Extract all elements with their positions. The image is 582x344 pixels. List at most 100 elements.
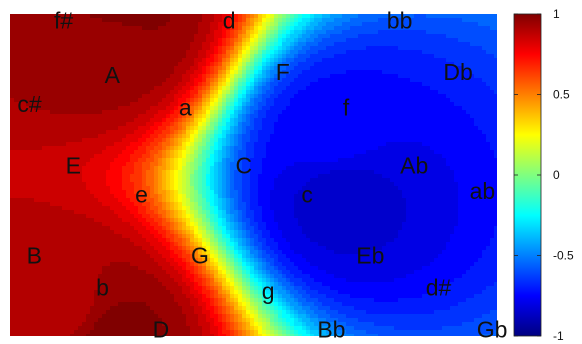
heatmap-cell (394, 30, 399, 35)
heatmap-cell (138, 82, 143, 87)
heatmap-cell (330, 166, 335, 171)
heatmap-cell (70, 126, 75, 131)
heatmap-cell (462, 106, 467, 111)
heatmap-cell (242, 22, 247, 27)
heatmap-cell (290, 106, 295, 111)
heatmap-cell (438, 26, 443, 31)
heatmap-cell (246, 118, 251, 123)
heatmap-cell (250, 162, 255, 167)
heatmap-cell (110, 62, 115, 67)
heatmap-cell (206, 98, 211, 103)
heatmap-cell (242, 66, 247, 71)
heatmap-cell (58, 86, 63, 91)
heatmap-cell (386, 166, 391, 171)
heatmap-cell (250, 86, 255, 91)
heatmap-cell (62, 42, 67, 47)
heatmap-cell (154, 50, 159, 55)
heatmap-cell (354, 134, 359, 139)
heatmap-cell (358, 22, 363, 27)
heatmap-cell (214, 174, 219, 179)
heatmap-cell (318, 74, 323, 79)
heatmap-cell (42, 54, 47, 59)
heatmap-cell (90, 162, 95, 167)
heatmap-cell (318, 78, 323, 83)
heatmap-cell (14, 38, 19, 43)
heatmap-cell (62, 158, 67, 163)
heatmap-cell (402, 86, 407, 91)
heatmap-cell (342, 130, 347, 135)
heatmap-cell (302, 170, 307, 175)
heatmap-cell (226, 58, 231, 63)
heatmap-cell (310, 146, 315, 151)
heatmap-cell (446, 118, 451, 123)
heatmap-cell (450, 122, 455, 127)
heatmap-cell (210, 94, 215, 99)
heatmap-cell (78, 86, 83, 91)
heatmap-cell (254, 94, 259, 99)
heatmap-cell (58, 22, 63, 27)
heatmap-cell (450, 118, 455, 123)
heatmap-cell (294, 18, 299, 23)
heatmap-cell (290, 50, 295, 55)
heatmap-cell (238, 150, 243, 155)
heatmap-cell (38, 54, 43, 59)
heatmap-cell (198, 38, 203, 43)
heatmap-cell (322, 34, 327, 39)
heatmap-cell (374, 50, 379, 55)
heatmap-cell (486, 26, 491, 31)
heatmap-cell (46, 82, 51, 87)
heatmap-cell (166, 162, 171, 167)
heatmap-cell (490, 14, 495, 19)
heatmap-cell (106, 126, 111, 131)
heatmap-cell (278, 58, 283, 63)
heatmap-cell (50, 50, 55, 55)
heatmap-cell (354, 130, 359, 135)
heatmap-cell (218, 14, 223, 19)
heatmap-cell (338, 130, 343, 135)
heatmap-cell (206, 86, 211, 91)
heatmap-cell (226, 142, 231, 147)
heatmap-cell (270, 62, 275, 67)
heatmap-cell (398, 82, 403, 87)
heatmap-cell (386, 126, 391, 131)
heatmap-cell (30, 154, 35, 159)
heatmap-cell (270, 138, 275, 143)
heatmap-cell (410, 78, 415, 83)
heatmap-cell (426, 86, 431, 91)
heatmap-cell (238, 86, 243, 91)
heatmap-cell (254, 150, 259, 155)
heatmap-cell (38, 134, 43, 139)
heatmap-cell (82, 114, 87, 119)
heatmap-cell (170, 86, 175, 91)
heatmap-cell (50, 90, 55, 95)
heatmap-cell (454, 38, 459, 43)
heatmap-cell (150, 110, 155, 115)
heatmap-cell (106, 90, 111, 95)
heatmap-cell (334, 26, 339, 31)
heatmap-cell (146, 86, 151, 91)
heatmap-cell (78, 122, 83, 127)
heatmap-cell (42, 122, 47, 127)
heatmap-cell (18, 62, 23, 67)
heatmap-cell (474, 90, 479, 95)
heatmap-cell (358, 102, 363, 107)
heatmap-cell (138, 174, 143, 179)
heatmap-cell (298, 166, 303, 171)
heatmap-cell (342, 70, 347, 75)
heatmap-cell (150, 14, 155, 19)
heatmap-cell (402, 102, 407, 107)
heatmap-cell (122, 62, 127, 67)
heatmap-cell (410, 14, 415, 19)
heatmap-cell (410, 118, 415, 123)
heatmap-cell (390, 54, 395, 59)
heatmap-cell (22, 14, 27, 19)
heatmap-cell (254, 62, 259, 67)
heatmap-cell (366, 122, 371, 127)
heatmap-cell (454, 42, 459, 47)
heatmap-cell (370, 126, 375, 131)
heatmap-cell (70, 30, 75, 35)
heatmap-cell (266, 170, 271, 175)
heatmap-cell (54, 50, 59, 55)
heatmap-cell (10, 74, 15, 79)
heatmap-cell (298, 126, 303, 131)
